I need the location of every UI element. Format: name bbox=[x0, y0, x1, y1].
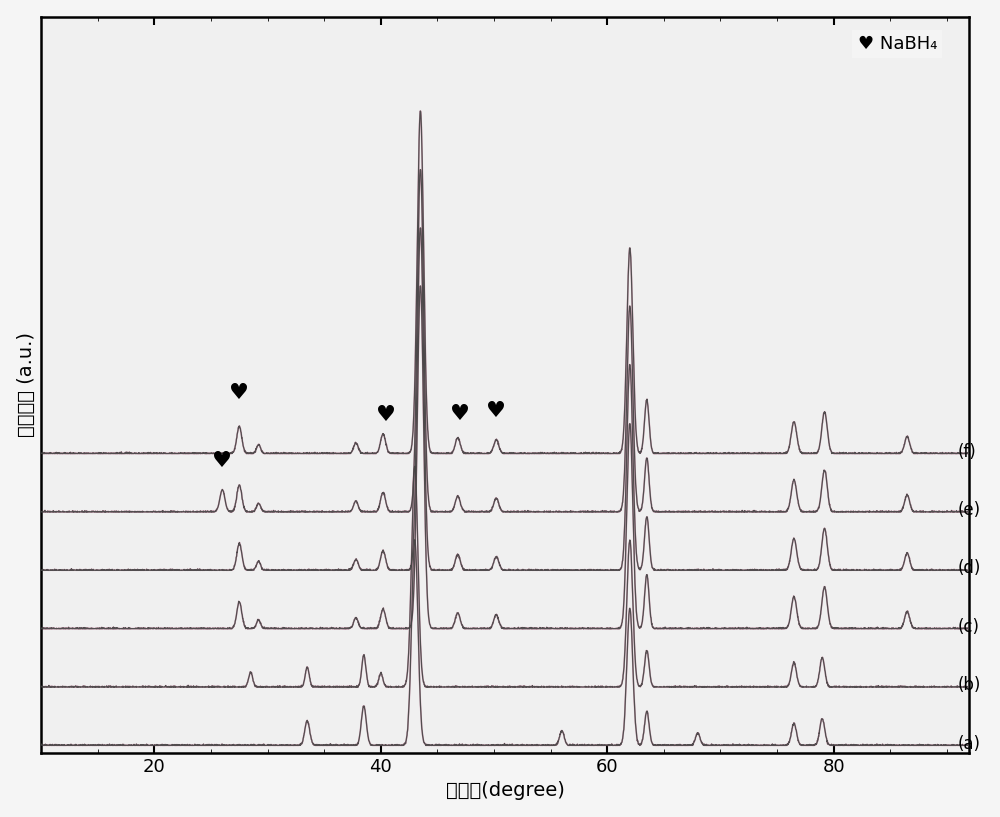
Text: ♥: ♥ bbox=[450, 404, 470, 424]
Text: ♥: ♥ bbox=[229, 383, 249, 404]
Text: ♥: ♥ bbox=[212, 451, 232, 471]
Text: (b): (b) bbox=[958, 676, 981, 694]
Text: (f): (f) bbox=[958, 443, 977, 461]
Text: (d): (d) bbox=[958, 560, 981, 578]
Text: ♥ NaBH₄: ♥ NaBH₄ bbox=[858, 35, 937, 53]
Y-axis label: 相对强度 (a.u.): 相对强度 (a.u.) bbox=[17, 333, 36, 437]
X-axis label: 衍射角(degree): 衍射角(degree) bbox=[446, 781, 565, 801]
Text: (e): (e) bbox=[958, 501, 981, 519]
Text: ♥: ♥ bbox=[486, 401, 506, 421]
Text: ♥: ♥ bbox=[376, 405, 396, 426]
Text: (a): (a) bbox=[958, 734, 981, 752]
Text: (c): (c) bbox=[958, 618, 980, 636]
